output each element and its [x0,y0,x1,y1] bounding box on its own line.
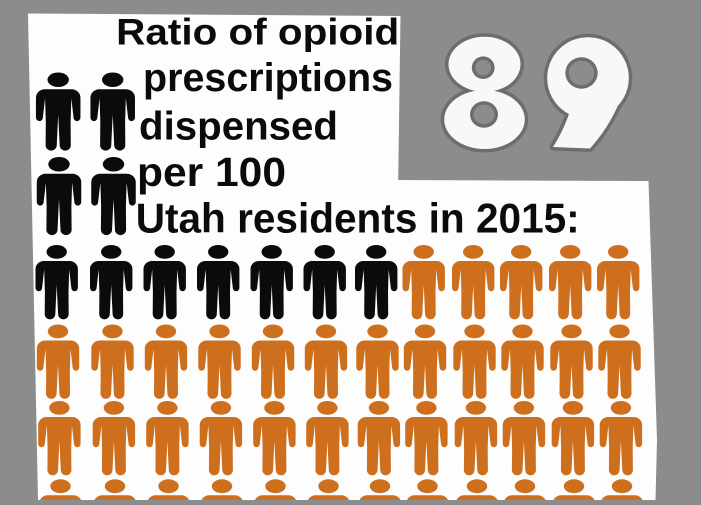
svg-text:Ratio of opioid: Ratio of opioid [116,11,399,52]
svg-text:per 100: per 100 [137,149,286,195]
svg-text:dispensed: dispensed [139,104,338,148]
svg-text:Utah residents in 2015:: Utah residents in 2015: [136,194,580,241]
svg-text:prescriptions: prescriptions [143,56,393,100]
